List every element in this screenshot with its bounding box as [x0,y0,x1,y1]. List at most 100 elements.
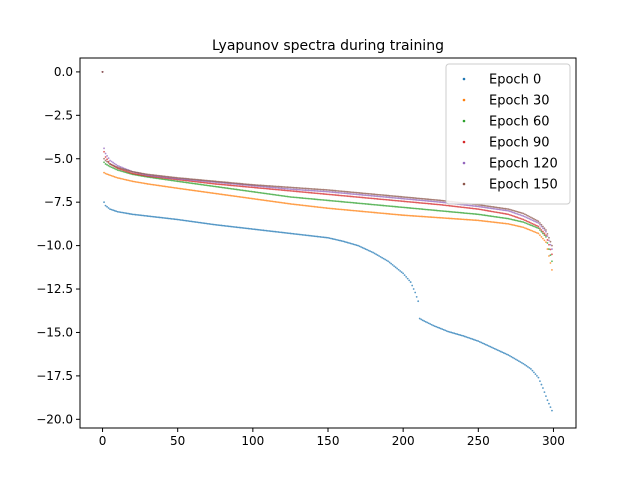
data-point [432,203,435,205]
data-point [276,230,278,233]
data-point [348,209,350,212]
data-point [307,189,310,192]
data-point [172,176,175,179]
data-point [399,197,402,200]
data-point [393,205,396,208]
data-point [542,230,544,233]
data-point [128,171,131,174]
data-point [106,173,108,176]
data-point [103,161,105,164]
data-point [522,212,525,215]
data-point [537,220,540,223]
data-point [280,231,283,234]
data-point [295,188,298,191]
data-point [136,173,139,176]
data-point [203,191,206,193]
data-point [438,216,441,219]
data-point [391,205,394,208]
data-point [438,327,441,329]
data-point [315,190,317,192]
data-point [536,224,538,227]
legend-label: Epoch 0 [489,73,541,88]
data-point [427,202,430,205]
data-point [472,338,475,341]
data-point [303,204,305,207]
data-point [439,216,442,219]
data-point [373,252,376,255]
data-point [528,228,531,231]
data-point [211,223,214,226]
data-point [285,202,287,205]
data-point [486,205,489,207]
data-point [483,343,486,345]
data-point [272,185,275,188]
data-point [182,177,185,180]
data-point [321,190,323,193]
data-point [182,181,185,184]
data-point [285,189,287,192]
data-point [343,201,346,203]
data-point [245,185,248,188]
data-point [417,201,420,204]
data-point [366,203,368,205]
data-point [342,192,344,195]
data-point [402,200,405,203]
data-point [251,228,254,231]
data-point [438,209,441,212]
data-point [143,214,146,217]
data-point [387,194,390,197]
data-point [298,188,301,191]
data-point [498,216,501,219]
data-point [436,216,439,219]
data-point [268,230,271,232]
data-point [297,187,299,189]
data-point [475,219,478,222]
data-point [113,162,116,165]
data-point [294,196,296,199]
data-point [304,197,307,200]
data-point [185,188,188,191]
data-point [399,214,402,216]
data-point [245,227,248,230]
data-point [122,211,125,214]
data-point [429,216,432,218]
data-point [508,223,511,226]
data-point [520,361,523,364]
data-point [256,228,259,231]
data-point [421,202,424,205]
data-point [230,184,233,187]
y-tick-label: 0.0 [54,65,73,79]
data-point [277,188,280,191]
data-point [304,234,307,237]
data-point [540,225,543,228]
data-point [298,204,301,206]
data-point [441,217,444,219]
data-point [463,218,466,221]
data-point [166,185,169,188]
data-point [466,218,469,221]
data-point [342,208,344,211]
data-point [312,198,314,200]
data-point [403,274,406,277]
data-point [533,218,535,220]
data-point [496,211,499,214]
data-point [316,206,319,208]
data-point [300,187,302,190]
data-point [530,218,532,221]
data-point [423,198,426,200]
data-point [193,182,196,185]
data-point [253,186,256,189]
data-point [367,194,370,197]
data-point [277,185,280,188]
data-point [304,191,307,194]
data-point [358,192,361,194]
data-point [286,195,289,198]
data-point [381,195,384,198]
data-point [376,195,379,198]
data-point [388,194,391,197]
data-point [170,179,173,182]
data-point [176,176,179,179]
data-point [445,217,448,220]
data-point [355,196,358,198]
